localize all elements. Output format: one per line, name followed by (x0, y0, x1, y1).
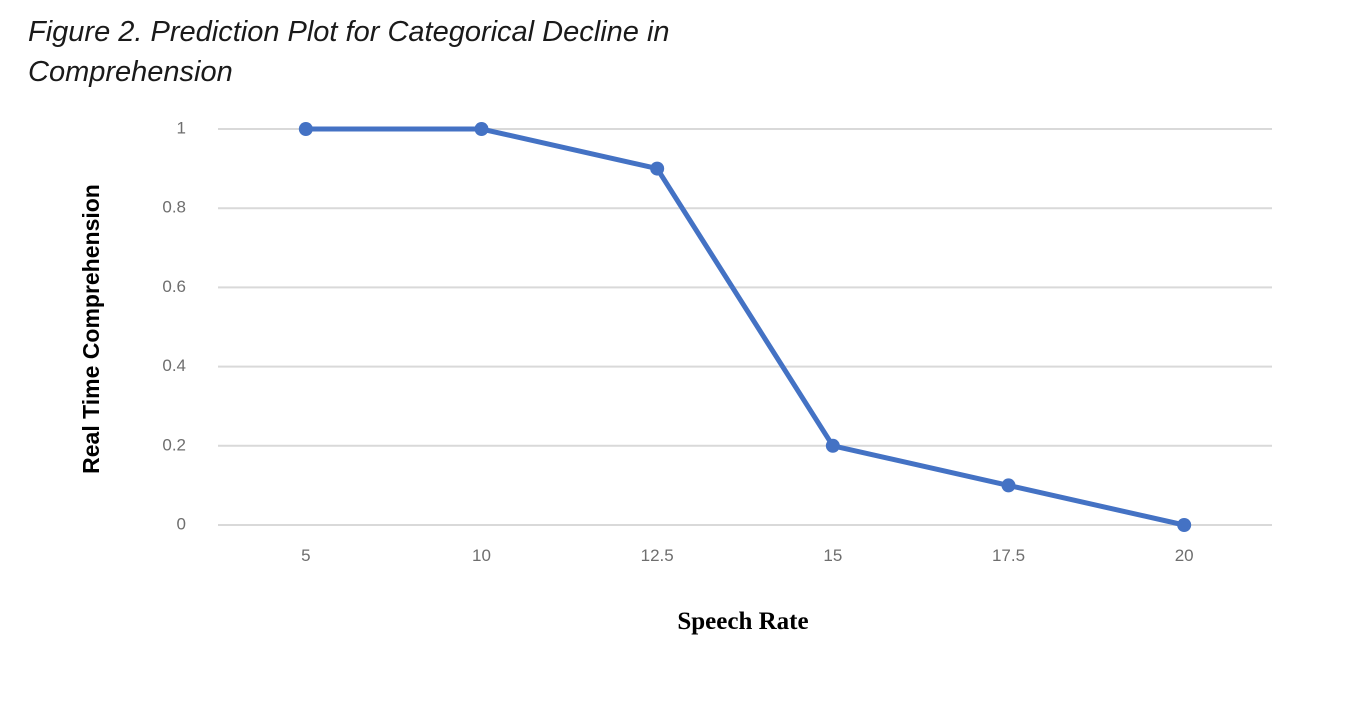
y-tick-label: 1 (177, 118, 186, 137)
data-point (825, 438, 840, 453)
y-tick-label: 0 (177, 514, 186, 533)
series-line (303, 126, 1187, 528)
x-tick-label: 15 (823, 546, 842, 565)
x-axis-label: Speech Rate (677, 608, 808, 635)
x-tick-label: 17.5 (992, 546, 1025, 565)
y-axis-label: Real Time Comprehension (78, 184, 104, 474)
y-tick-label: 0.8 (162, 198, 186, 217)
y-tick-label: 0.2 (162, 435, 186, 454)
data-point (298, 122, 313, 136)
data-point (1177, 518, 1192, 532)
x-tick-label: 5 (301, 546, 310, 565)
data-point (1001, 478, 1016, 493)
y-tick-label: 0.6 (162, 277, 186, 296)
gridlines (218, 128, 1272, 526)
figure-caption: Figure 2. Prediction Plot for Categorica… (28, 16, 670, 88)
x-tick-label: 20 (1175, 546, 1194, 565)
data-point (650, 161, 665, 176)
data-points (298, 122, 1192, 532)
series-line-group (303, 126, 1187, 528)
data-point (474, 122, 489, 136)
y-tick-labels: 0 0.2 0.4 0.6 0.8 1 (162, 118, 186, 533)
x-tick-labels: 5 10 12.5 15 17.5 20 (301, 546, 1194, 565)
y-tick-label: 0.4 (162, 356, 186, 375)
x-tick-label: 12.5 (641, 546, 674, 565)
x-tick-label: 10 (472, 546, 491, 565)
